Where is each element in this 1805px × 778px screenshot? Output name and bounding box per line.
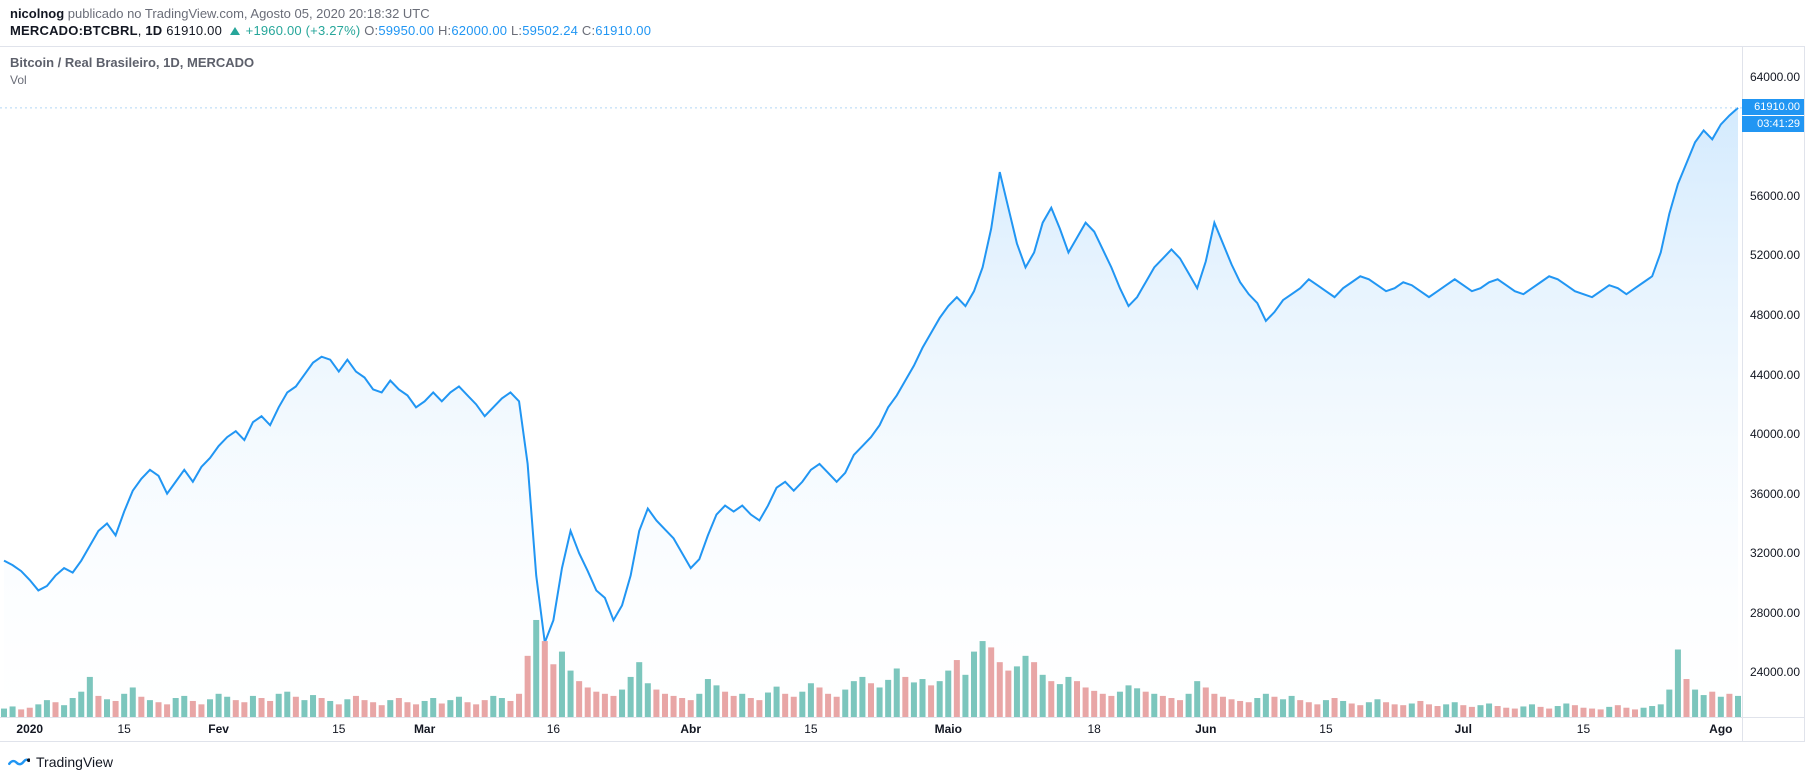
chart-title: Bitcoin / Real Brasileiro, 1D, MERCADO [10, 55, 254, 70]
current-price-tag: 61910.00 [1742, 99, 1804, 115]
publish-text: publicado no TradingView.com, Agosto 05,… [68, 6, 430, 21]
x-tick: 15 [332, 722, 345, 736]
high-value: 62000.00 [451, 23, 507, 38]
price-change-pct: (+3.27%) [306, 23, 361, 38]
chart-container: Bitcoin / Real Brasileiro, 1D, MERCADO V… [0, 46, 1805, 742]
y-tick: 32000.00 [1750, 546, 1800, 560]
x-tick: Abr [680, 722, 701, 736]
x-tick: Jul [1455, 722, 1472, 736]
x-tick: Mar [414, 722, 435, 736]
price-axis[interactable]: 24000.00 28000.00 32000.00 36000.00 40000.00… [1742, 47, 1804, 717]
y-tick: 64000.00 [1750, 70, 1800, 84]
y-tick: 28000.00 [1750, 606, 1800, 620]
axis-corner [1742, 717, 1804, 741]
brand-text: TradingView [36, 754, 113, 770]
tradingview-logo-icon [8, 755, 30, 769]
y-tick: 52000.00 [1750, 248, 1800, 262]
arrow-up-icon [230, 27, 240, 35]
brand-footer[interactable]: TradingView [8, 754, 113, 770]
publish-info: nicolnog publicado no TradingView.com, A… [10, 6, 1795, 21]
time-axis[interactable]: 2020 15 Fev 15 Mar 16 Abr 15 Maio 18 Jun 15 Jul 15 Ago [0, 717, 1742, 741]
chart-pane[interactable]: Bitcoin / Real Brasileiro, 1D, MERCADO V… [0, 47, 1742, 717]
interval: 1D [145, 23, 162, 38]
close-value: 61910.00 [595, 23, 651, 38]
low-value: 59502.24 [522, 23, 578, 38]
x-tick: 15 [1319, 722, 1332, 736]
x-tick: 2020 [16, 722, 43, 736]
chart-header: nicolnog publicado no TradingView.com, A… [0, 0, 1805, 40]
ohlc: O:59950.00 H:62000.00 L:59502.24 C:61910… [364, 23, 651, 38]
y-tick: 40000.00 [1750, 427, 1800, 441]
x-tick: 15 [117, 722, 130, 736]
publisher-name: nicolnog [10, 6, 64, 21]
x-tick: 15 [804, 722, 817, 736]
last-price: 61910.00 [166, 23, 222, 38]
y-tick: 24000.00 [1750, 665, 1800, 679]
x-tick: 18 [1088, 722, 1101, 736]
x-tick: Fev [208, 722, 229, 736]
x-tick: 15 [1577, 722, 1590, 736]
y-tick: 36000.00 [1750, 487, 1800, 501]
y-tick: 56000.00 [1750, 189, 1800, 203]
x-tick: Ago [1709, 722, 1732, 736]
open-value: 59950.00 [378, 23, 434, 38]
y-tick: 44000.00 [1750, 368, 1800, 382]
chart-canvas[interactable] [0, 47, 1742, 717]
price-change: +1960.00 [246, 23, 302, 38]
x-tick: 16 [547, 722, 560, 736]
x-tick: Jun [1195, 722, 1216, 736]
volume-label: Vol [10, 73, 27, 87]
symbol: MERCADO:BTCBRL [10, 23, 138, 38]
symbol-bar: MERCADO:BTCBRL, 1D 61910.00 +1960.00 (+3… [10, 23, 1795, 38]
y-tick: 48000.00 [1750, 308, 1800, 322]
countdown-tag: 03:41:29 [1742, 116, 1804, 132]
x-tick: Maio [935, 722, 962, 736]
